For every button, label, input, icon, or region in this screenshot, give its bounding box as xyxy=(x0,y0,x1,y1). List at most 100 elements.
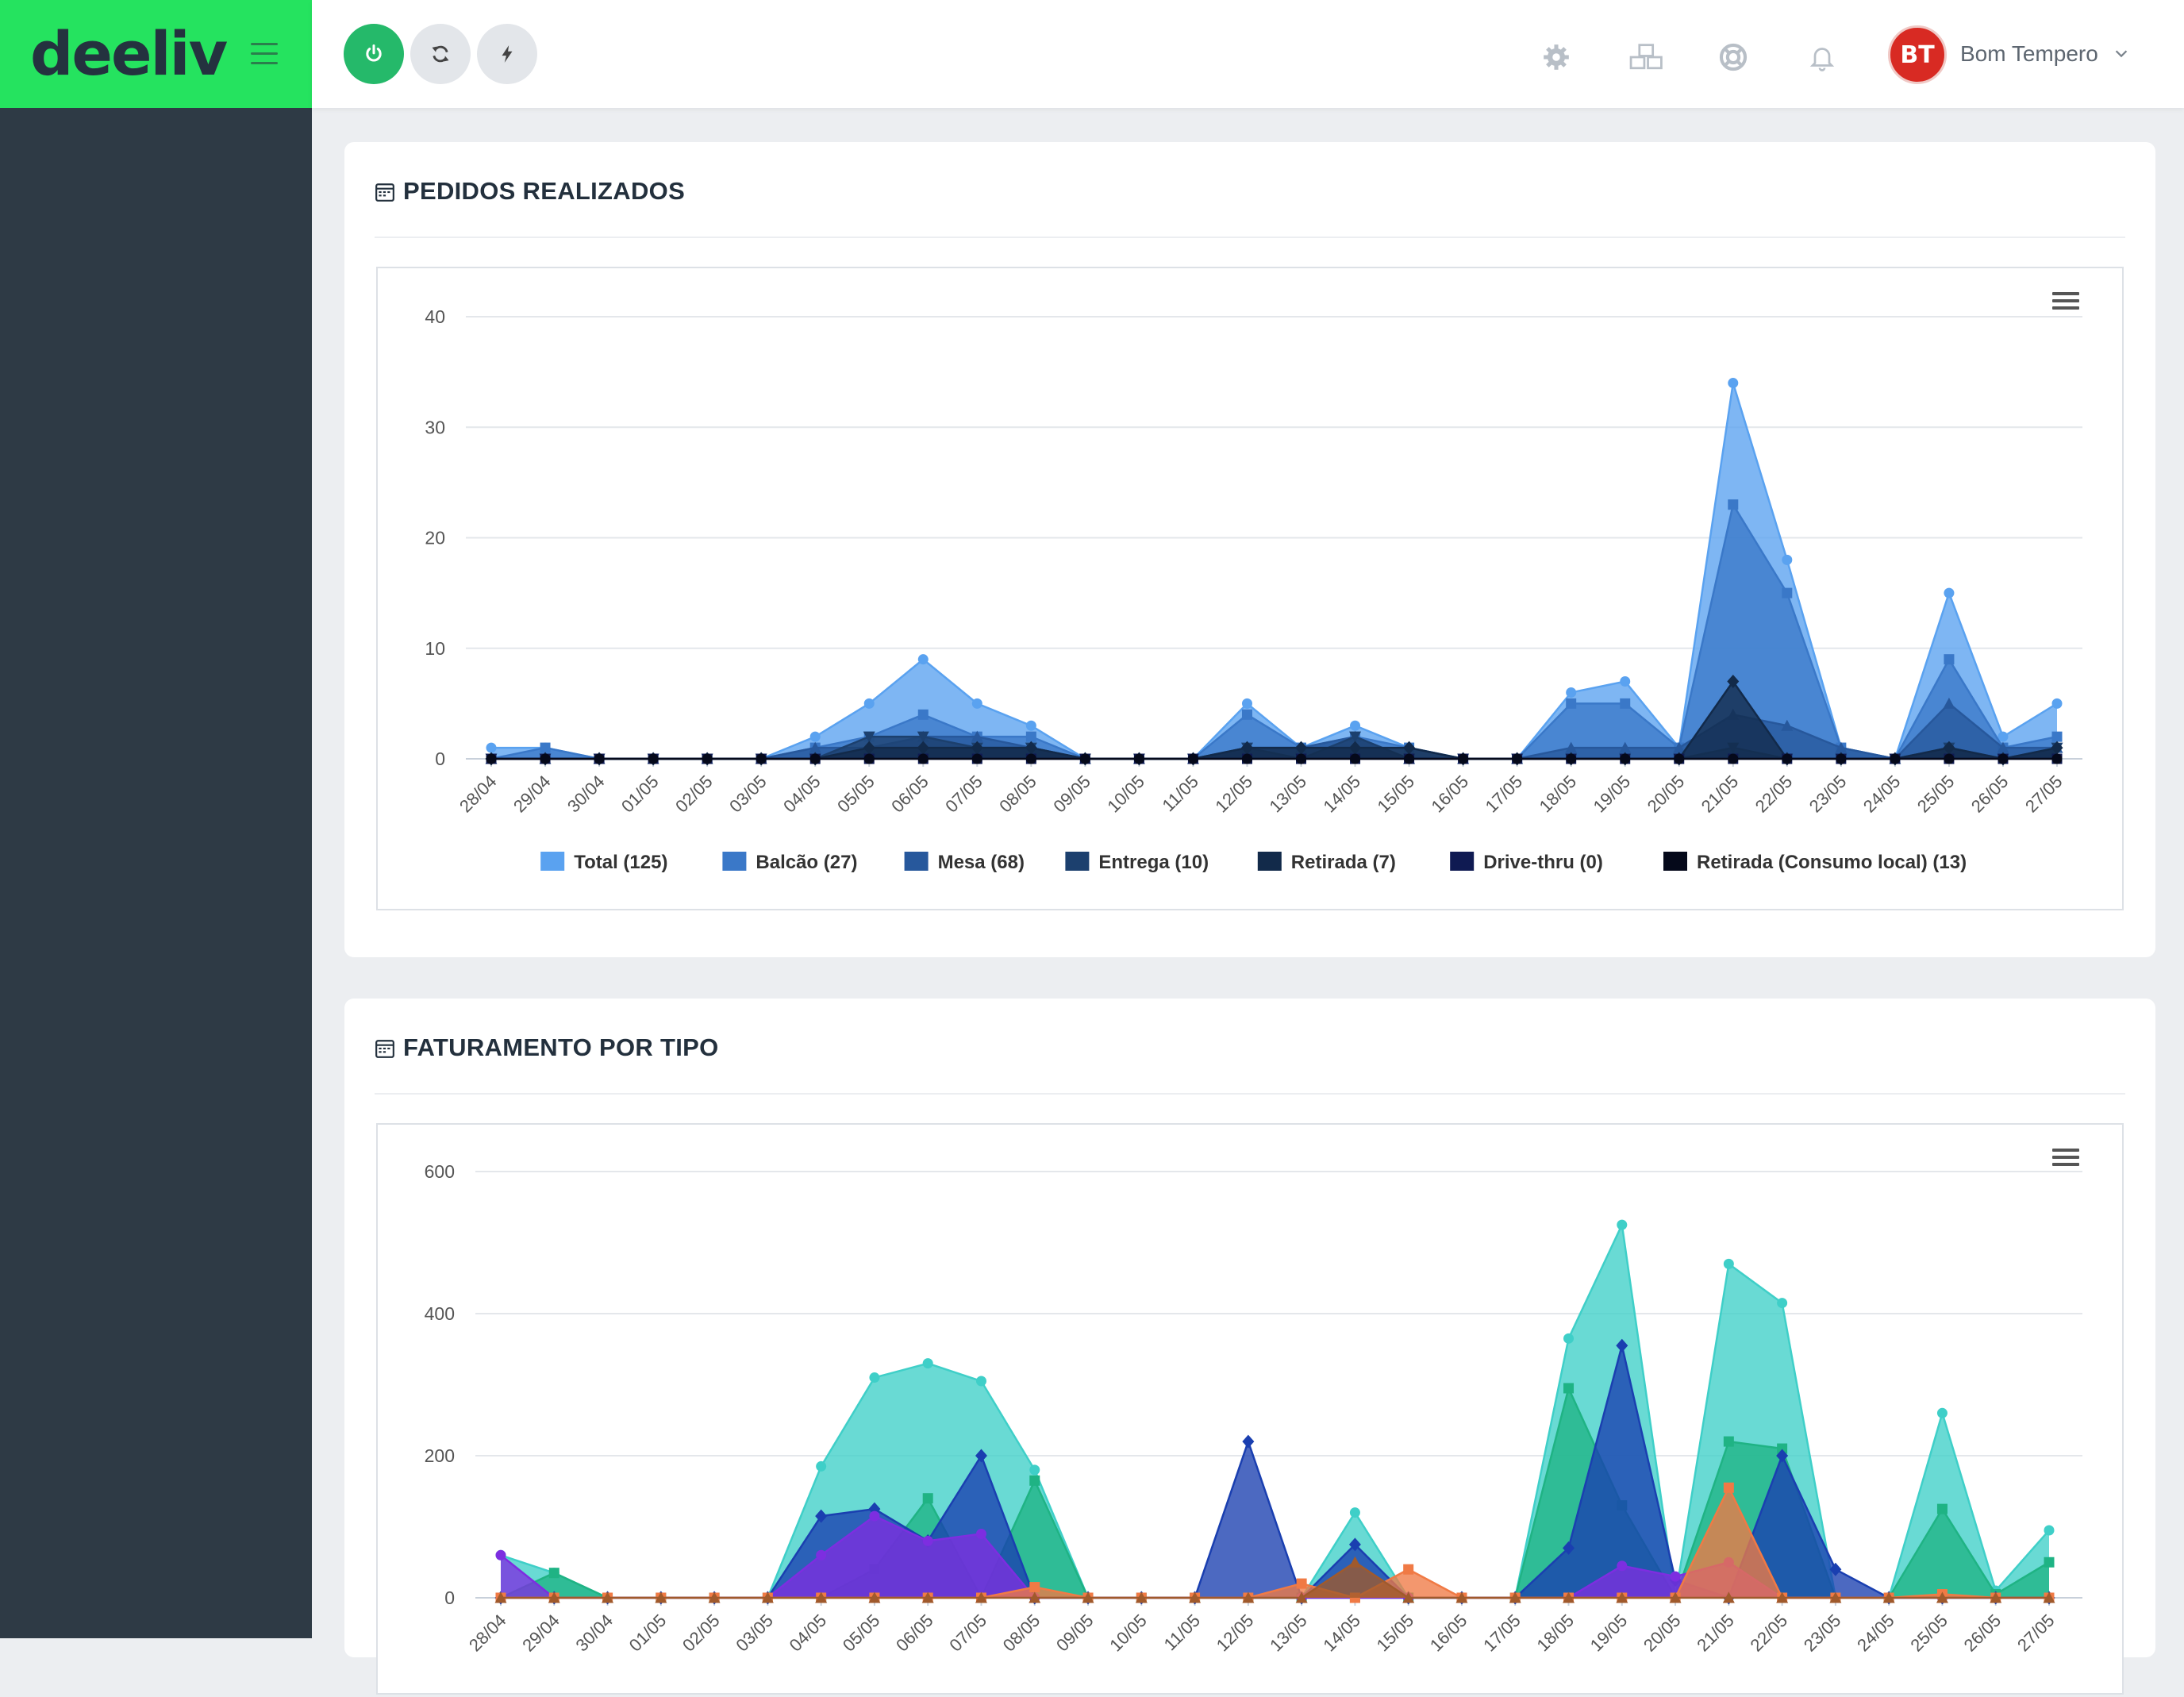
cubes-icon[interactable] xyxy=(1628,41,1665,73)
avatar[interactable]: BT xyxy=(1888,25,1947,84)
legend-item[interactable]: Balcão (27) xyxy=(722,852,857,873)
x-tick-label: 01/05 xyxy=(625,1610,671,1656)
power-button[interactable] xyxy=(344,24,404,84)
x-tick-label: 07/05 xyxy=(945,1610,990,1656)
x-tick-label: 27/05 xyxy=(2013,1610,2059,1656)
x-tick-label: 21/05 xyxy=(1698,772,1743,817)
revenue-chart: 0 200 400 600 28/04 29/04 30/04 01/05 02/05 03/05… xyxy=(376,1123,2124,1695)
legend-label: Total (125) xyxy=(574,852,667,873)
data-point xyxy=(975,1591,987,1603)
data-point xyxy=(594,753,605,764)
data-point xyxy=(1620,698,1631,709)
data-point xyxy=(1563,1333,1575,1344)
data-point xyxy=(1673,741,1686,753)
data-point xyxy=(869,1372,880,1383)
data-point xyxy=(1669,1591,1682,1603)
data-point xyxy=(1723,1258,1734,1269)
legend-item[interactable]: Entrega (10) xyxy=(1065,852,1209,873)
x-tick-label: 15/05 xyxy=(1374,772,1419,817)
data-point xyxy=(1082,1591,1094,1603)
series xyxy=(486,499,2063,764)
orders-chart: 0 10 20 30 40 28/04 29/04 30/04 01/05 02/05 03/05 0… xyxy=(376,267,2124,910)
user-name[interactable]: Bom Tempero xyxy=(1960,41,2098,66)
series xyxy=(494,1338,2055,1605)
y-tick-label: 20 xyxy=(425,528,445,548)
data-point xyxy=(2044,1557,2055,1568)
x-tick-label: 24/05 xyxy=(1859,772,1905,817)
data-point xyxy=(921,1591,934,1603)
gear-icon[interactable] xyxy=(1540,41,1572,73)
data-point xyxy=(1997,741,2009,753)
chevron-down-icon[interactable] xyxy=(2113,44,2130,62)
legend-item[interactable]: Drive-thru (0) xyxy=(1450,852,1603,873)
revenue-card: FATURAMENTO POR TIPO 0 200 400 600 28/04 29/0… xyxy=(344,999,2155,1695)
orders-card: PEDIDOS REALIZADOS 0 10 20 30 40 28/04 29/04 30… xyxy=(344,142,2155,957)
data-point xyxy=(2051,753,2063,764)
menu-toggle-icon[interactable] xyxy=(251,43,278,65)
legend-label: Entrega (10) xyxy=(1098,852,1209,873)
data-point xyxy=(1882,1591,1895,1603)
data-point xyxy=(1403,741,1416,755)
x-tick-label: 11/05 xyxy=(1160,1610,1204,1654)
data-point xyxy=(1616,1338,1628,1353)
x-tick-label: 23/05 xyxy=(1800,1610,1845,1656)
legend-label: Retirada (Consumo local) (13) xyxy=(1697,852,1967,873)
data-point xyxy=(863,698,875,709)
data-point xyxy=(1776,1591,1789,1603)
x-tick-label: 18/05 xyxy=(1532,1610,1578,1656)
data-point xyxy=(1509,1591,1521,1603)
x-tick-label: 10/05 xyxy=(1105,1610,1151,1656)
data-point xyxy=(1563,1541,1575,1555)
data-point xyxy=(1566,698,1577,709)
refresh-button[interactable] xyxy=(410,24,471,84)
x-tick-label: 15/05 xyxy=(1373,1610,1418,1656)
data-point xyxy=(1241,709,1252,720)
data-point xyxy=(1563,1383,1575,1394)
data-point xyxy=(2043,1591,2055,1603)
series-area xyxy=(491,504,2057,759)
data-point xyxy=(1777,1298,1788,1309)
x-tick-label: 17/05 xyxy=(1479,1610,1525,1656)
x-tick-label: 17/05 xyxy=(1482,772,1527,817)
data-point xyxy=(1029,1475,1040,1486)
data-point xyxy=(922,1358,933,1369)
x-tick-label: 18/05 xyxy=(1536,772,1581,817)
legend-item[interactable]: Retirada (7) xyxy=(1257,852,1396,873)
data-point xyxy=(761,1591,774,1603)
data-point xyxy=(1936,1503,1948,1514)
x-tick-label: 13/05 xyxy=(1266,1610,1311,1656)
legend-item[interactable]: Retirada (Consumo local) (13) xyxy=(1663,852,1967,873)
data-point xyxy=(971,741,983,755)
data-point xyxy=(1943,697,1955,709)
chart-menu-icon[interactable] xyxy=(2052,1149,2079,1169)
data-point xyxy=(486,753,497,764)
data-point xyxy=(917,731,929,743)
legend-item[interactable]: Total (125) xyxy=(540,852,667,873)
bolt-icon xyxy=(502,45,513,63)
data-point xyxy=(809,731,821,742)
chart-menu-icon[interactable] xyxy=(2052,292,2079,313)
bell-icon[interactable] xyxy=(1806,41,1838,73)
refresh-icon xyxy=(432,45,449,63)
x-tick-label: 03/05 xyxy=(725,772,771,817)
x-tick-label: 25/05 xyxy=(1906,1610,1951,1656)
x-tick-label: 12/05 xyxy=(1213,1610,1258,1656)
data-point xyxy=(1936,1591,1948,1603)
data-point xyxy=(1620,676,1631,687)
data-point xyxy=(1620,753,1631,764)
brand-header: deeliv xyxy=(0,0,312,108)
data-point xyxy=(809,753,821,764)
lifebuoy-icon[interactable] xyxy=(1717,41,1749,73)
data-point xyxy=(1781,719,1794,731)
power-icon xyxy=(366,44,382,62)
x-tick-label: 02/05 xyxy=(679,1610,724,1656)
legend-item[interactable]: Mesa (68) xyxy=(904,852,1025,873)
deeliv-logo[interactable]: deeliv xyxy=(30,18,228,89)
data-point xyxy=(815,1591,828,1603)
data-point xyxy=(917,753,929,764)
bolt-button[interactable] xyxy=(477,24,537,84)
data-point xyxy=(548,1568,559,1579)
x-tick-label: 30/04 xyxy=(571,1610,617,1656)
data-point xyxy=(486,742,497,753)
x-tick-label: 22/05 xyxy=(1751,772,1797,817)
